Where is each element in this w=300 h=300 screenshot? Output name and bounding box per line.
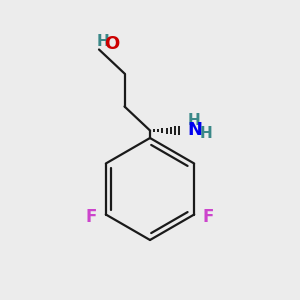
Text: H: H	[96, 34, 109, 50]
Text: H: H	[188, 113, 201, 128]
Text: N: N	[187, 121, 202, 139]
Text: F: F	[86, 208, 97, 226]
Text: H: H	[200, 126, 213, 141]
Text: F: F	[203, 208, 214, 226]
Text: O: O	[104, 35, 119, 53]
